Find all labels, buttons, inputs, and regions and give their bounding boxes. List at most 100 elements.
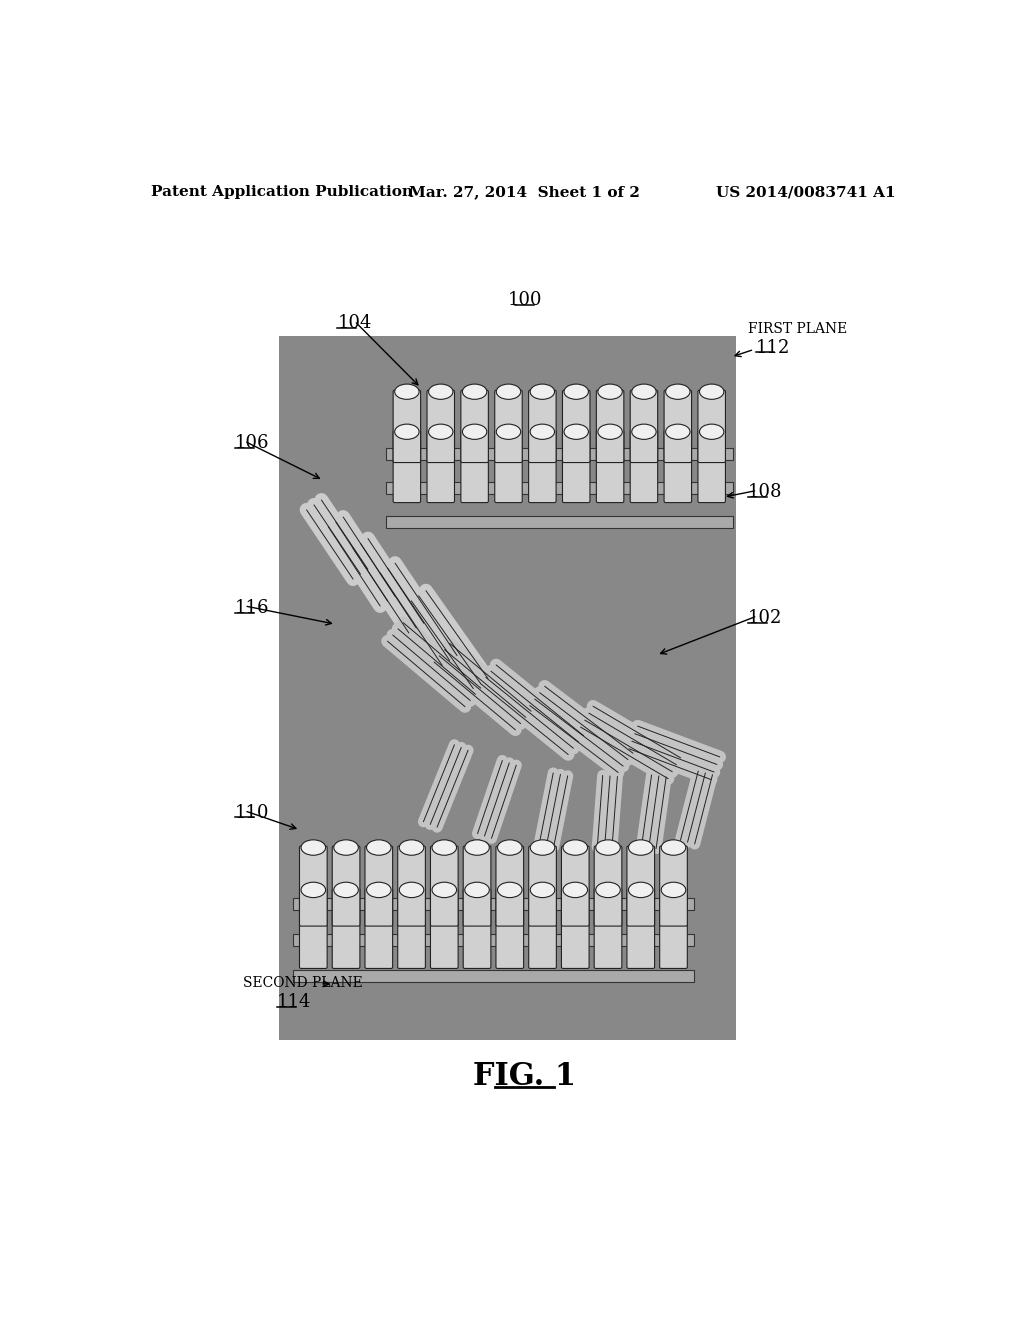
FancyBboxPatch shape (698, 430, 725, 503)
Ellipse shape (429, 424, 453, 440)
Ellipse shape (662, 840, 686, 855)
FancyBboxPatch shape (594, 888, 622, 969)
Ellipse shape (564, 384, 589, 400)
Ellipse shape (662, 882, 686, 898)
Ellipse shape (367, 840, 391, 855)
Ellipse shape (563, 882, 588, 898)
FancyBboxPatch shape (630, 391, 657, 462)
FancyBboxPatch shape (365, 846, 392, 927)
FancyBboxPatch shape (427, 430, 455, 503)
FancyBboxPatch shape (496, 846, 523, 927)
Ellipse shape (530, 424, 555, 440)
Ellipse shape (432, 882, 457, 898)
Text: 102: 102 (748, 609, 782, 627)
FancyBboxPatch shape (495, 391, 522, 462)
Bar (386, 516, 732, 528)
FancyBboxPatch shape (528, 846, 556, 927)
FancyBboxPatch shape (299, 888, 327, 969)
Ellipse shape (497, 384, 520, 400)
Ellipse shape (465, 882, 489, 898)
Bar (386, 447, 732, 461)
Ellipse shape (432, 840, 457, 855)
FancyBboxPatch shape (561, 846, 589, 927)
FancyBboxPatch shape (397, 846, 425, 927)
Text: FIRST PLANE: FIRST PLANE (748, 322, 847, 335)
Ellipse shape (596, 840, 621, 855)
Text: 114: 114 (276, 993, 311, 1011)
FancyBboxPatch shape (561, 888, 589, 969)
FancyBboxPatch shape (461, 430, 488, 503)
FancyBboxPatch shape (596, 430, 624, 503)
Ellipse shape (632, 384, 656, 400)
FancyBboxPatch shape (562, 430, 590, 503)
Bar (293, 970, 693, 982)
FancyBboxPatch shape (496, 888, 523, 969)
FancyBboxPatch shape (332, 846, 359, 927)
FancyBboxPatch shape (698, 391, 725, 462)
Ellipse shape (301, 840, 326, 855)
FancyBboxPatch shape (665, 430, 691, 503)
FancyBboxPatch shape (427, 391, 455, 462)
Ellipse shape (429, 384, 453, 400)
Ellipse shape (399, 882, 424, 898)
FancyBboxPatch shape (596, 391, 624, 462)
FancyBboxPatch shape (495, 430, 522, 503)
FancyBboxPatch shape (430, 888, 458, 969)
FancyBboxPatch shape (463, 846, 490, 927)
Ellipse shape (530, 840, 555, 855)
FancyBboxPatch shape (665, 391, 691, 462)
Bar (386, 482, 732, 494)
Text: 106: 106 (234, 434, 269, 451)
Ellipse shape (367, 882, 391, 898)
FancyBboxPatch shape (528, 888, 556, 969)
Ellipse shape (632, 424, 656, 440)
Ellipse shape (498, 840, 522, 855)
Ellipse shape (699, 384, 724, 400)
Text: Patent Application Publication: Patent Application Publication (152, 185, 414, 199)
Ellipse shape (596, 882, 621, 898)
Ellipse shape (666, 384, 690, 400)
FancyBboxPatch shape (528, 430, 556, 503)
Ellipse shape (666, 424, 690, 440)
Ellipse shape (334, 882, 358, 898)
Text: US 2014/0083741 A1: US 2014/0083741 A1 (716, 185, 895, 199)
FancyBboxPatch shape (627, 846, 654, 927)
Text: 116: 116 (234, 599, 269, 616)
FancyBboxPatch shape (630, 430, 657, 503)
FancyBboxPatch shape (594, 846, 622, 927)
Ellipse shape (465, 840, 489, 855)
Ellipse shape (564, 424, 589, 440)
FancyBboxPatch shape (659, 846, 687, 927)
Text: FIG. 1: FIG. 1 (473, 1061, 577, 1092)
FancyBboxPatch shape (332, 888, 359, 969)
Text: 110: 110 (234, 804, 269, 821)
FancyBboxPatch shape (430, 846, 458, 927)
Text: 112: 112 (756, 339, 791, 356)
Ellipse shape (399, 840, 424, 855)
Bar (280, 335, 736, 1040)
Ellipse shape (334, 840, 358, 855)
Ellipse shape (463, 384, 486, 400)
Ellipse shape (598, 424, 623, 440)
Ellipse shape (497, 424, 520, 440)
FancyBboxPatch shape (463, 888, 490, 969)
Text: 108: 108 (748, 483, 782, 502)
Text: Mar. 27, 2014  Sheet 1 of 2: Mar. 27, 2014 Sheet 1 of 2 (410, 185, 640, 199)
FancyBboxPatch shape (393, 430, 421, 503)
FancyBboxPatch shape (393, 391, 421, 462)
FancyBboxPatch shape (397, 888, 425, 969)
FancyBboxPatch shape (562, 391, 590, 462)
Ellipse shape (629, 840, 653, 855)
Text: 104: 104 (337, 314, 372, 331)
Ellipse shape (498, 882, 522, 898)
FancyBboxPatch shape (528, 391, 556, 462)
FancyBboxPatch shape (299, 846, 327, 927)
Ellipse shape (530, 882, 555, 898)
Bar (293, 898, 693, 909)
FancyBboxPatch shape (365, 888, 392, 969)
FancyBboxPatch shape (461, 391, 488, 462)
Text: 100: 100 (508, 290, 542, 309)
Ellipse shape (394, 384, 419, 400)
Text: SECOND PLANE: SECOND PLANE (243, 977, 362, 990)
Ellipse shape (463, 424, 486, 440)
